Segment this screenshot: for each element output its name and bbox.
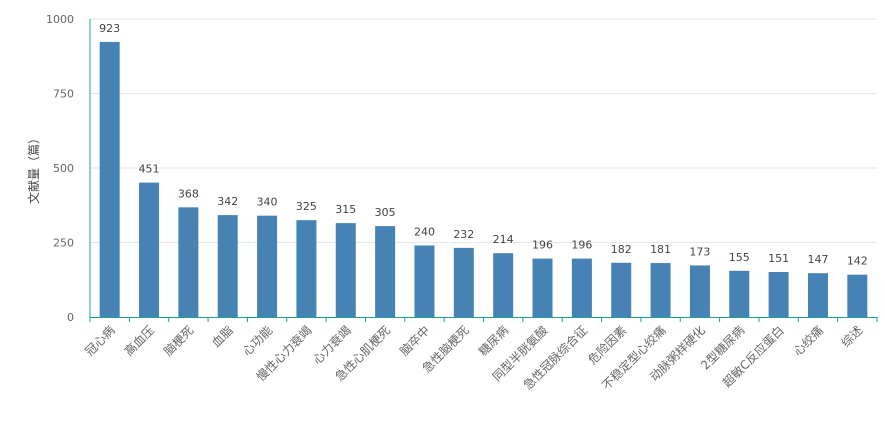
bar[interactable] <box>453 247 474 317</box>
bar[interactable] <box>532 258 553 317</box>
x-tick-label: 脑梗死 <box>160 323 196 359</box>
bar[interactable] <box>847 274 868 317</box>
bar-value-label: 214 <box>493 233 514 246</box>
bar-value-label: 196 <box>571 239 592 252</box>
bar-value-label: 155 <box>729 251 750 264</box>
bar[interactable] <box>729 270 750 317</box>
y-axis-ticks: 0 250 500 750 1000 <box>46 13 74 324</box>
y-tick-label: 0 <box>67 311 74 324</box>
x-tick-label: 高血压 <box>121 323 157 359</box>
bar-value-label: 142 <box>847 255 868 268</box>
y-tick-label: 750 <box>53 88 74 101</box>
y-axis-label: 文献量（篇） <box>26 132 41 204</box>
bar[interactable] <box>611 262 632 317</box>
bar-value-label: 196 <box>532 239 553 252</box>
bar-value-label: 151 <box>768 252 789 265</box>
bar[interactable] <box>493 253 514 317</box>
bar-value-label: 181 <box>650 243 671 256</box>
bar-value-label: 340 <box>257 196 278 209</box>
x-tick-label: 糖尿病 <box>475 323 511 359</box>
bar[interactable] <box>99 41 120 318</box>
bar-value-label: 315 <box>335 203 356 216</box>
data-labels: 923 451 368 342 340 325 315 305 240 232 214 196 196 1… <box>99 22 868 268</box>
bar[interactable] <box>139 182 160 317</box>
x-tick-label: 冠心病 <box>82 323 118 359</box>
bar[interactable] <box>335 223 356 317</box>
bar[interactable] <box>689 265 710 317</box>
x-tick-label: 心功能 <box>240 323 275 358</box>
bar-value-label: 325 <box>296 200 317 213</box>
bar-value-label: 342 <box>217 195 238 208</box>
bar-value-label: 368 <box>178 187 199 200</box>
bar-value-label: 451 <box>139 163 160 176</box>
bar-value-label: 240 <box>414 225 435 238</box>
bar-value-label: 305 <box>375 206 396 219</box>
bar[interactable] <box>217 215 238 317</box>
x-tick-label: 血脂 <box>208 323 236 351</box>
bar-value-label: 173 <box>689 245 710 258</box>
y-tick-label: 250 <box>53 237 74 250</box>
bar[interactable] <box>414 245 435 317</box>
y-tick-label: 500 <box>53 162 74 175</box>
bar-value-label: 232 <box>453 228 474 241</box>
bar[interactable] <box>807 273 828 317</box>
x-tick-label: 心绞痛 <box>790 323 826 359</box>
bar[interactable] <box>571 258 592 317</box>
x-tick-label: 脑卒中 <box>397 323 433 359</box>
bar-value-label: 182 <box>611 243 632 256</box>
bar-value-label: 923 <box>99 22 120 35</box>
x-tick-label: 综述 <box>839 323 866 350</box>
bar-value-label: 147 <box>807 253 828 266</box>
bar[interactable] <box>178 207 199 317</box>
bar[interactable] <box>296 220 317 317</box>
bar[interactable] <box>375 226 396 317</box>
bars <box>99 41 868 318</box>
y-tick-label: 1000 <box>46 13 74 26</box>
bar[interactable] <box>768 272 789 317</box>
bar[interactable] <box>257 215 278 317</box>
bar[interactable] <box>650 263 671 317</box>
gridlines <box>90 18 877 243</box>
